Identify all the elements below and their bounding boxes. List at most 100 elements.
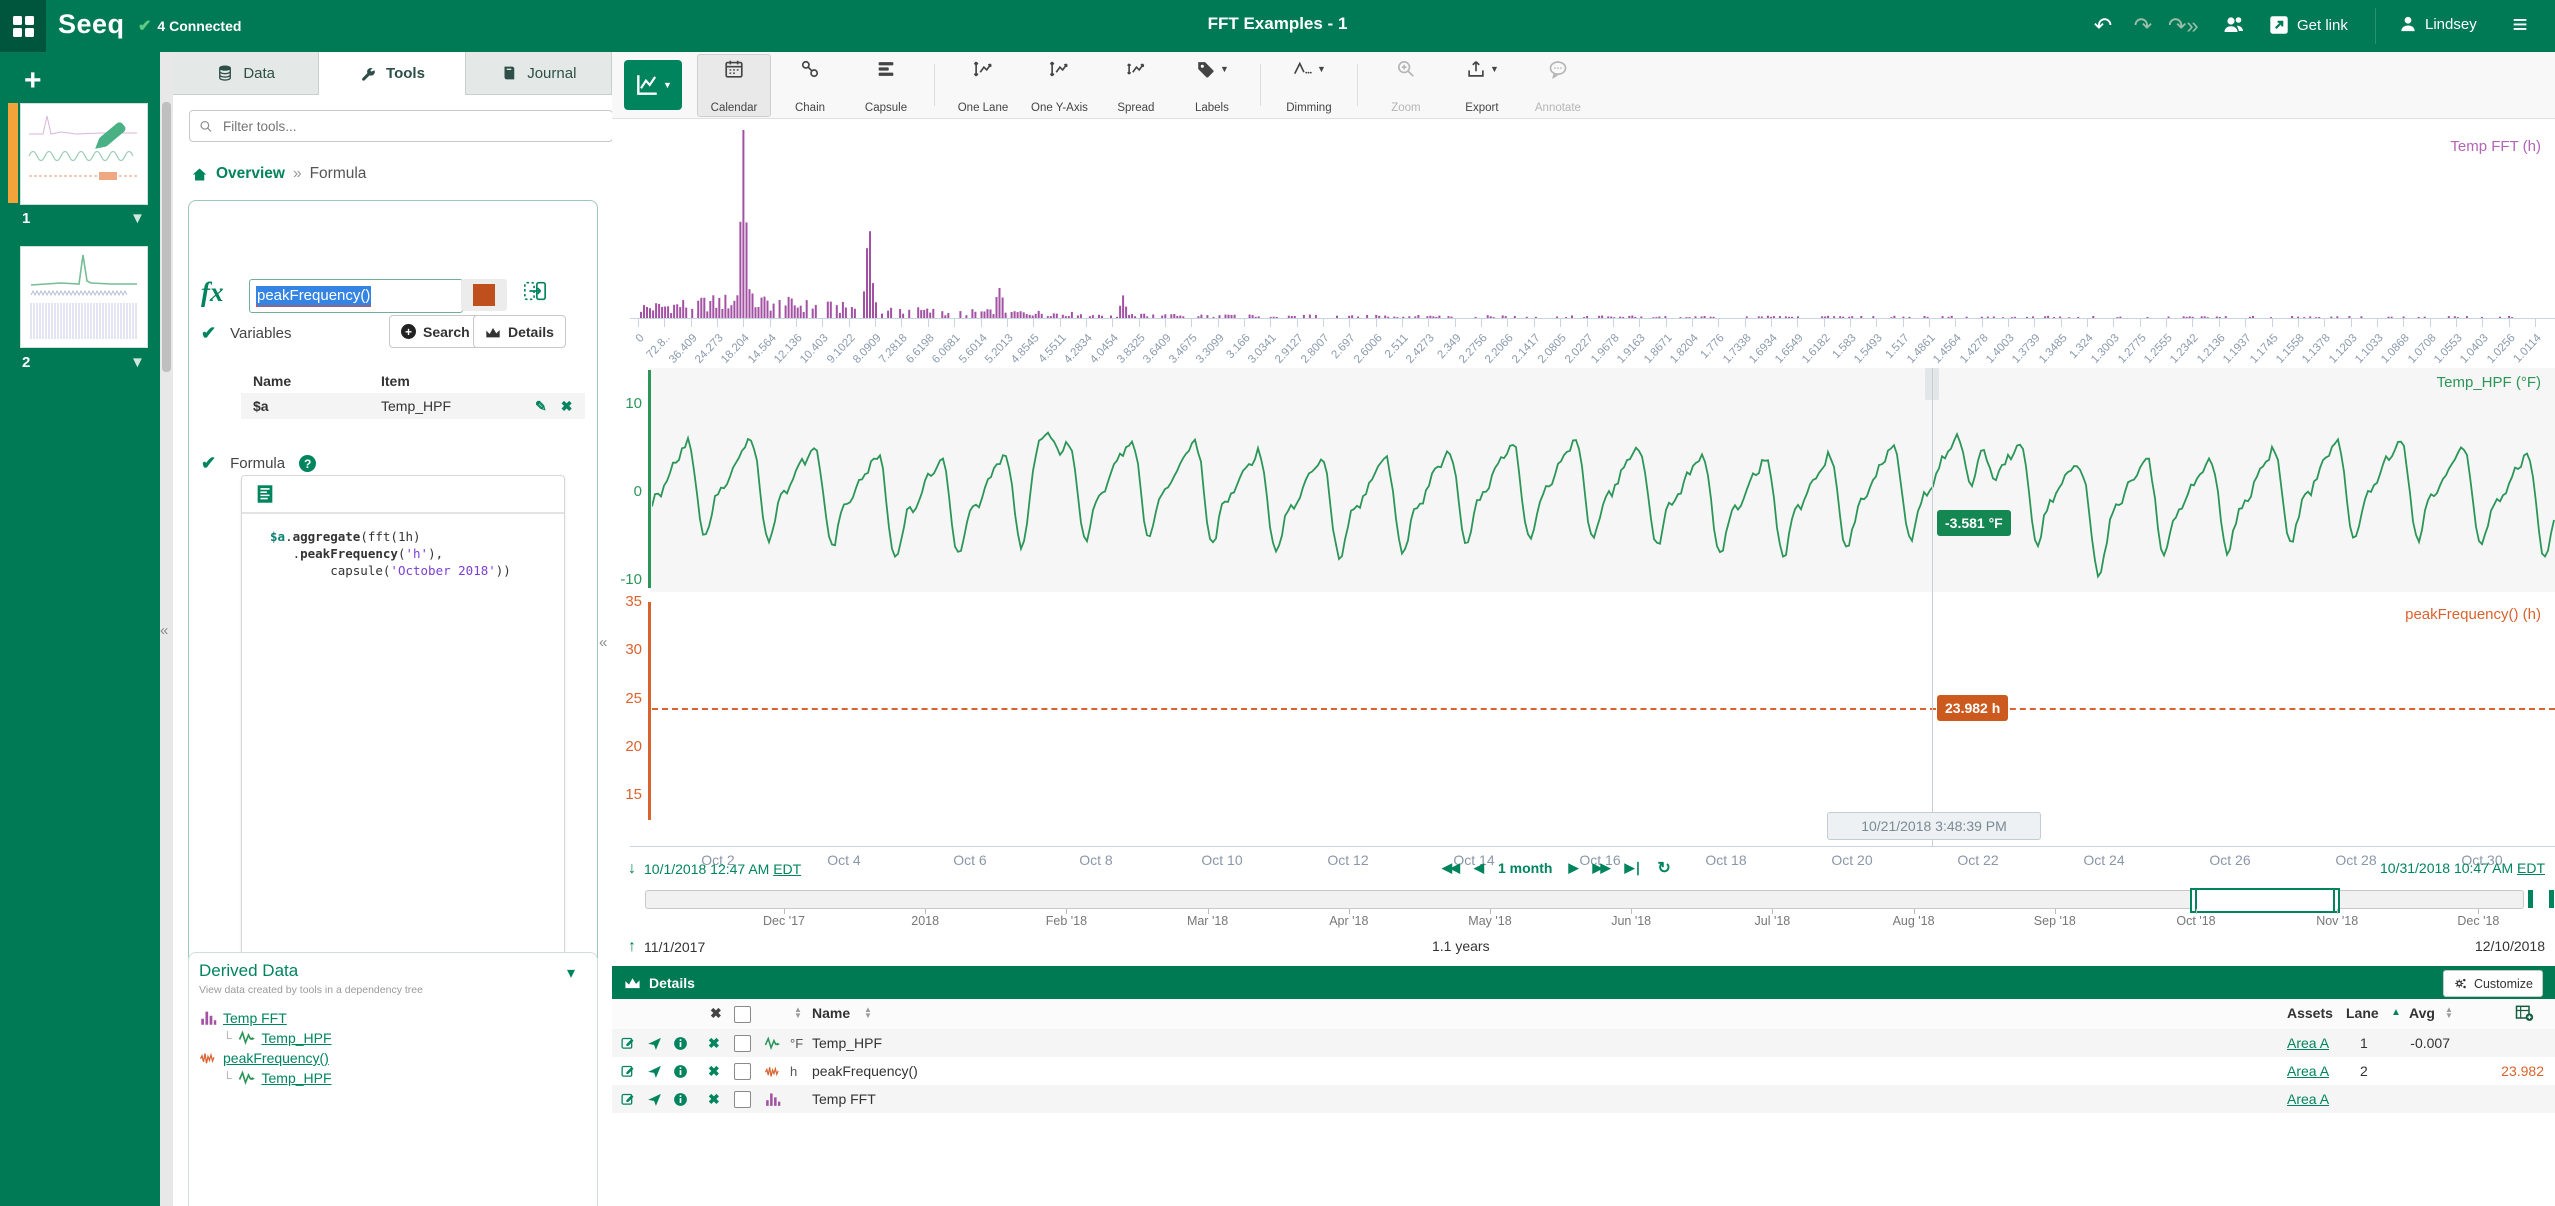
worksheet-thumbnail-2[interactable] [20, 246, 148, 348]
name-column-header[interactable]: Name [812, 1005, 850, 1021]
toolbar-button-calendar[interactable]: Calendar [697, 54, 771, 117]
timeline-pager-icon[interactable] [2528, 890, 2554, 908]
sidebar-scrollbar-thumb[interactable] [162, 102, 171, 372]
worksheet-1-label[interactable]: 1 [22, 210, 30, 227]
worksheet-2-label[interactable]: 2 [22, 354, 30, 371]
derived-tree-item[interactable]: └Temp_HPF [223, 1069, 332, 1087]
toolbar-button-chain[interactable]: Chain [773, 54, 847, 117]
derived-item-link[interactable]: Temp FFT [223, 1010, 287, 1026]
step-forward-icon[interactable]: ▶ [1568, 860, 1576, 876]
collapse-sidebar-icon[interactable]: « [160, 622, 168, 639]
info-icon[interactable] [672, 1035, 689, 1052]
row-name[interactable]: Temp FFT [812, 1085, 876, 1113]
derived-tree-item[interactable]: Temp FFT [199, 1009, 287, 1027]
toolbar-button-one-lane[interactable]: One Lane [946, 54, 1020, 117]
sidebar-scrollbar[interactable]: « [160, 52, 173, 1206]
hpf-line-chart[interactable] [652, 368, 2555, 592]
add-worksheet-button[interactable]: + [24, 64, 42, 98]
range-start-timezone[interactable]: EDT [773, 861, 801, 877]
investigate-start[interactable]: ↑ 11/1/2017 [628, 938, 705, 956]
undo-button[interactable]: ↶ [2088, 13, 2118, 39]
hamburger-menu-button[interactable]: ≡ [2505, 11, 2535, 37]
connection-status[interactable]: ✔ 4 Connected [138, 16, 241, 36]
range-end-timezone[interactable]: EDT [2517, 860, 2545, 876]
get-link-button[interactable]: Get link [2268, 14, 2348, 36]
range-end[interactable]: 10/31/2018 10:47 AM EDT [2380, 860, 2545, 876]
remove-variable-icon[interactable]: ✖ [561, 398, 573, 415]
remove-icon[interactable]: ✖ [708, 1057, 720, 1085]
variable-details-button[interactable]: Details [473, 315, 566, 348]
redo-button[interactable]: ↷ [2128, 13, 2158, 39]
step-forward-fast-icon[interactable]: ▶▶ [1592, 860, 1608, 876]
forward-icon[interactable] [646, 1035, 663, 1052]
users-button[interactable] [2222, 13, 2252, 39]
add-column-icon[interactable] [2514, 1003, 2534, 1023]
toolbar-button-capsule[interactable]: Capsule [849, 54, 923, 117]
avg-column-header[interactable]: Avg [2409, 1005, 2435, 1021]
info-icon[interactable] [672, 1063, 689, 1080]
row-checkbox[interactable] [734, 1063, 751, 1080]
filter-tools-search[interactable] [189, 110, 613, 142]
step-to-end-icon[interactable]: ▶❘ [1624, 860, 1641, 876]
formula-name-input[interactable]: peakFrequency() [249, 279, 463, 313]
row-assets-link[interactable]: Area A [2287, 1085, 2329, 1113]
derived-tree-item[interactable]: └Temp_HPF [223, 1029, 332, 1047]
timeline-selection-brush[interactable] [2190, 888, 2340, 913]
filter-tools-input[interactable] [221, 118, 603, 135]
worksheet-thumbnail-1[interactable] [20, 103, 148, 205]
toolbar-button-export[interactable]: ▼Export [1445, 54, 1519, 117]
forward-icon[interactable] [646, 1063, 663, 1080]
toolbar-button-labels[interactable]: ▼Labels [1175, 54, 1249, 117]
tab-tools[interactable]: Tools [319, 52, 465, 95]
forward-icon[interactable] [646, 1091, 663, 1108]
range-duration-label[interactable]: 1 month [1498, 860, 1552, 876]
redo-all-button[interactable]: ↷» [2168, 13, 2198, 39]
fft-histogram[interactable] [640, 130, 2540, 318]
chevron-down-icon[interactable]: ▾ [567, 963, 575, 983]
toolbar-button-one-y-axis[interactable]: One Y-Axis [1022, 54, 1097, 117]
customize-button[interactable]: Customize [2443, 970, 2543, 997]
formula-code[interactable]: $a.aggregate(fft(1h) .peakFrequency('h')… [242, 514, 564, 579]
toolbar-button-dimming[interactable]: ▼Dimming [1272, 54, 1346, 117]
color-picker-button[interactable] [461, 279, 507, 311]
row-name[interactable]: peakFrequency() [812, 1057, 918, 1085]
refresh-icon[interactable]: ↻ [1657, 858, 1670, 878]
remove-icon[interactable]: ✖ [708, 1085, 720, 1113]
edit-icon[interactable] [620, 1063, 637, 1080]
details-table-row[interactable]: ✖hpeakFrequency()Area A223.982 [612, 1057, 2555, 1085]
edit-icon[interactable] [620, 1091, 637, 1108]
worksheet-2-caret-icon[interactable]: ▼ [130, 354, 145, 371]
edit-icon[interactable] [620, 1035, 637, 1052]
brush-left-handle[interactable] [2195, 890, 2197, 911]
home-grid-button[interactable] [0, 0, 46, 52]
document-lines-icon[interactable] [254, 483, 276, 505]
sort-icon[interactable]: ▲▼ [2445, 1007, 2453, 1019]
worksheet-1-caret-icon[interactable]: ▼ [130, 210, 145, 227]
row-checkbox[interactable] [734, 1035, 751, 1052]
range-start[interactable]: ↓ 10/1/2018 12:47 AM EDT [628, 860, 801, 878]
sort-asc-icon[interactable]: ▲ [2391, 1007, 2401, 1018]
tab-data[interactable]: Data [173, 52, 319, 95]
step-back-icon[interactable]: ◀ [1474, 860, 1482, 876]
derived-item-link[interactable]: Temp_HPF [262, 1070, 332, 1086]
pf-scalar-line[interactable] [652, 708, 2555, 710]
view-mode-button[interactable]: ▼ [624, 60, 682, 110]
collapse-tools-panel-icon[interactable]: « [599, 634, 607, 651]
details-table-row[interactable]: ✖°FTemp_HPFArea A1-0.007 [612, 1029, 2555, 1057]
brush-right-handle[interactable] [2333, 890, 2335, 911]
derived-tree-item[interactable]: peakFrequency() [199, 1049, 329, 1067]
help-icon[interactable]: ? [299, 455, 316, 472]
remove-all-icon[interactable]: ✖ [710, 1005, 722, 1022]
formula-editor[interactable]: $a.aggregate(fft(1h) .peakFrequency('h')… [241, 475, 565, 955]
select-all-checkbox[interactable] [734, 1006, 751, 1023]
details-table-row[interactable]: ✖ Temp FFT Area A [612, 1085, 2555, 1113]
assets-column-header[interactable]: Assets [2287, 1005, 2333, 1021]
move-panel-icon[interactable] [523, 279, 547, 303]
row-name[interactable]: Temp_HPF [812, 1029, 882, 1057]
remove-icon[interactable]: ✖ [708, 1029, 720, 1057]
info-icon[interactable] [672, 1091, 689, 1108]
breadcrumb-overview-link[interactable]: Overview [216, 165, 285, 183]
row-assets-link[interactable]: Area A [2287, 1029, 2329, 1057]
row-checkbox[interactable] [734, 1091, 751, 1108]
user-menu[interactable]: Lindsey [2398, 14, 2477, 34]
